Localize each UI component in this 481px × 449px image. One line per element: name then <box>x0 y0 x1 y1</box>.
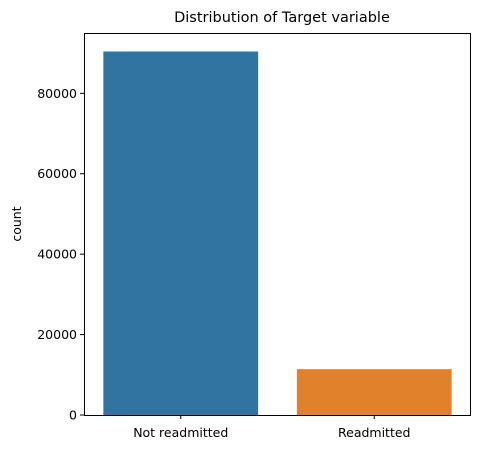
y-tick-label: 60000 <box>37 166 77 181</box>
bar-readmitted <box>296 369 452 415</box>
y-axis-label: count <box>9 206 24 241</box>
x-tick-label: Not readmitted <box>133 425 228 440</box>
bar-not-readmitted <box>103 51 259 416</box>
x-tick-label: Readmitted <box>338 425 411 440</box>
chart-title: Distribution of Target variable <box>174 10 390 26</box>
plot-frame <box>84 33 471 416</box>
y-tick-label: 0 <box>69 408 77 423</box>
y-tick-label: 80000 <box>37 86 77 101</box>
x-axis-ticks: Not readmitted Readmitted <box>133 415 411 440</box>
y-axis-ticks: 0 20000 40000 60000 80000 <box>37 86 84 423</box>
bars-group <box>103 51 452 416</box>
y-tick-label: 20000 <box>37 327 77 342</box>
y-tick-label: 40000 <box>37 247 77 262</box>
